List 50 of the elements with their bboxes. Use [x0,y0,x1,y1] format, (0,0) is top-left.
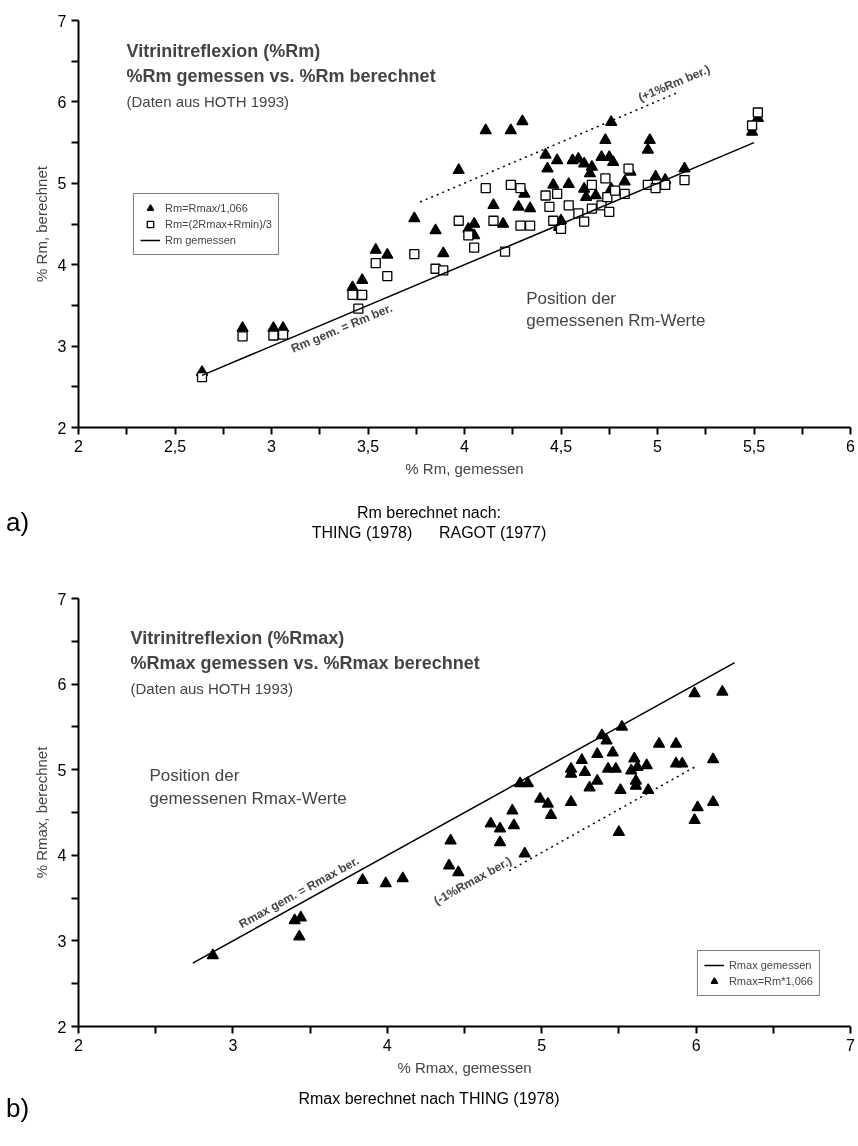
annotation: Position der gemessenen Rmax-Werte [149,765,347,808]
y-axis-title: % Rmax, berechnet [32,745,50,879]
annotation: (Daten aus HOTH 1993) [126,92,290,110]
y-tick-label: 6 [57,676,67,694]
x-tick-label: 5 [653,437,663,455]
text: a) [6,506,30,539]
text: %Rm gemessen vs. %Rm berechnet [126,65,436,86]
y-tick-label: 3 [57,338,67,356]
y-tick-label: 2 [57,1018,67,1036]
text: %Rmax gemessen vs. %Rmax berechnet [130,652,480,673]
x-tick-label: 3,5 [356,437,380,455]
y-tick-label: 7 [57,12,67,30]
y-axis-title: % Rm, berechnet [32,165,50,282]
x-tick-label: 4 [382,1036,392,1054]
text: Rm berechnet nach: [356,504,502,521]
y-tick-label: 7 [57,590,67,608]
legend-label: Rm gemessen [165,232,236,248]
y-tick-label: 4 [57,256,67,274]
legend-label: Rm=Rmax/1,066 [165,200,248,216]
x-tick-label: 6 [691,1036,701,1054]
x-tick-label: 5,5 [742,437,766,455]
y-tick-label: 3 [57,932,67,950]
annotation: (Daten aus HOTH 1993) [130,679,294,697]
legend-label: Rm=(2Rmax+Rmin)/3 [165,216,272,232]
y-tick-label: 5 [57,761,67,779]
annotation: Rm gem. = Rm ber. [289,300,395,356]
x-axis-title: % Rmax, gemessen [397,1058,532,1076]
text: b) [6,1092,30,1125]
x-axis-title: % Rm, gemessen [405,459,524,477]
x-tick-label: 3 [228,1036,238,1054]
x-tick-label: 4 [460,437,470,455]
text: THING (1978) RAGOT (1977) [311,524,547,541]
x-tick-label: 2,5 [163,437,187,455]
text: Rmax berechnet nach THING (1978) [298,1090,560,1107]
text: Vitrinitreflexion (%Rm) [126,40,321,61]
annotation: Position der gemessenen Rm-Werte [526,288,706,331]
y-tick-label: 5 [57,175,67,193]
text: Vitrinitreflexion (%Rmax) [130,627,345,648]
x-tick-label: 2 [74,437,84,455]
x-tick-label: 7 [846,1036,856,1054]
x-tick-label: 6 [846,437,856,455]
x-tick-label: 3 [267,437,277,455]
x-tick-label: 2 [74,1036,84,1054]
x-tick-label: 5 [537,1036,547,1054]
x-tick-label: 4,5 [549,437,573,455]
legend-label: Rmax=Rm*1,066 [728,974,813,989]
y-tick-label: 4 [57,847,67,865]
legend-label: Rmax gemessen [728,958,812,973]
y-tick-label: 6 [57,93,67,111]
y-tick-label: 2 [57,419,67,437]
